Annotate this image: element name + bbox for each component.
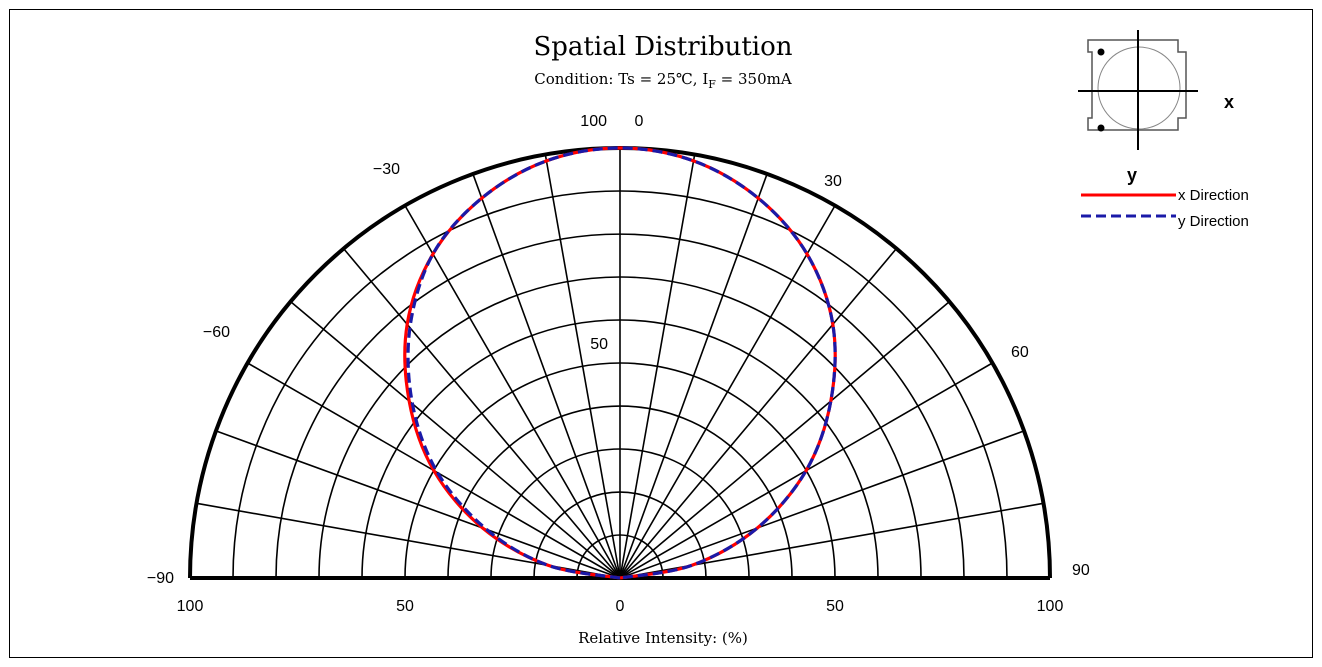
subtitle-suffix: = 350mA: [716, 70, 792, 88]
angle-tick-label: −30: [373, 161, 400, 178]
chart-title: Spatial Distribution: [533, 32, 792, 62]
angle-tick-label: −60: [203, 324, 230, 341]
x-axis-tick-label: 0: [616, 598, 625, 615]
grid-spoke: [619, 300, 950, 579]
angle-tick-label: 60: [1011, 344, 1029, 361]
radial-tick-label: 50: [590, 336, 608, 353]
radial-tick-label: 100: [580, 113, 607, 130]
angle-tick-label: 30: [824, 173, 842, 190]
x-axis-tick-label: 100: [1037, 598, 1064, 615]
package-marker-top: [1097, 48, 1105, 56]
inset-x-label: x: [1224, 92, 1234, 112]
grid-spoke: [215, 430, 621, 579]
grid-spoke: [290, 300, 621, 579]
series-group: [403, 146, 837, 580]
angle-tick-label: 90: [1072, 562, 1090, 579]
inset-y-label: y: [1127, 165, 1137, 185]
grid-spoke: [472, 173, 621, 579]
polar-grid: [188, 146, 1052, 580]
grid-spoke: [342, 248, 621, 579]
grid-spoke: [619, 430, 1025, 579]
legend-label-x-direction: x Direction: [1178, 187, 1249, 204]
x-axis-tick-label: 100: [177, 598, 204, 615]
grid-spoke: [619, 154, 696, 579]
x-axis-label: Relative Intensity: (%): [578, 629, 748, 647]
angle-tick-label: 0: [635, 113, 644, 130]
legend: x Direction y Direction: [1081, 187, 1249, 230]
grid-spoke: [619, 173, 768, 579]
grid-spoke: [619, 248, 898, 579]
grid-spoke: [404, 205, 621, 579]
series-x-direction: [403, 146, 837, 580]
grid-spoke: [544, 154, 621, 579]
tick-labels: 0 −30 30 −60 60 −90 90 100 50 100 50 0 50 100: [147, 113, 1090, 615]
x-axis-tick-label: 50: [396, 598, 414, 615]
x-axis-tick-label: 50: [826, 598, 844, 615]
subtitle-prefix: Condition: Ts = 25℃, I: [534, 70, 708, 88]
grid-spoke: [619, 205, 836, 579]
subtitle-subscript: F: [708, 78, 716, 91]
chart-subtitle: Condition: Ts = 25℃, IF = 350mA: [534, 70, 792, 91]
package-inset: x y: [1078, 30, 1234, 185]
package-marker-bottom: [1097, 124, 1105, 132]
angle-tick-label: −90: [147, 570, 174, 587]
legend-label-y-direction: y Direction: [1178, 213, 1249, 230]
